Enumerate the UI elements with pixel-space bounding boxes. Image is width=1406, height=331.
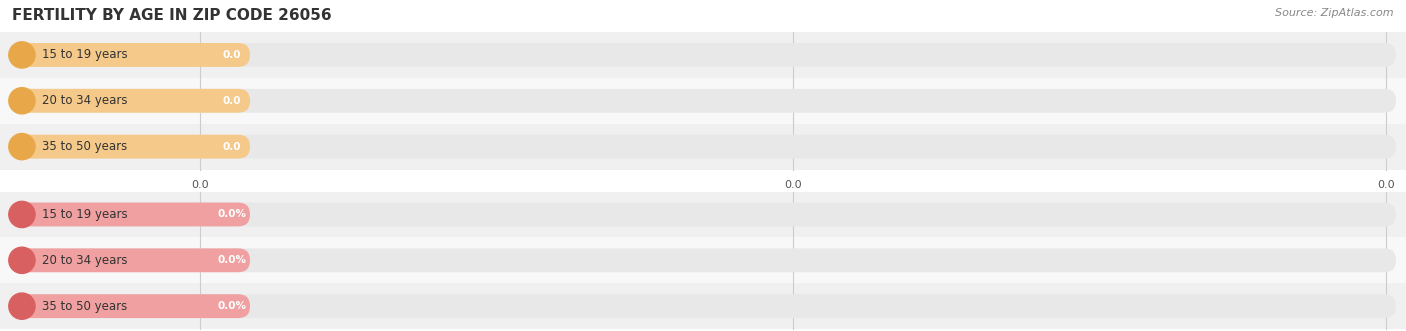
FancyBboxPatch shape: [211, 298, 249, 315]
Text: 20 to 34 years: 20 to 34 years: [42, 254, 128, 267]
FancyBboxPatch shape: [10, 135, 1396, 159]
Circle shape: [8, 293, 35, 319]
FancyBboxPatch shape: [10, 203, 1396, 226]
Text: 0.0: 0.0: [191, 179, 209, 190]
Text: 0.0: 0.0: [222, 142, 242, 152]
Bar: [0, 78, 1406, 124]
FancyBboxPatch shape: [211, 206, 249, 223]
Text: 0.0: 0.0: [222, 50, 242, 60]
Bar: [0, 32, 1406, 78]
Circle shape: [8, 42, 35, 68]
Text: 15 to 19 years: 15 to 19 years: [42, 48, 128, 62]
Text: Source: ZipAtlas.com: Source: ZipAtlas.com: [1275, 8, 1393, 18]
FancyBboxPatch shape: [10, 294, 1396, 318]
Text: 35 to 50 years: 35 to 50 years: [42, 140, 127, 153]
Text: 0.0: 0.0: [785, 179, 801, 190]
Circle shape: [8, 247, 35, 273]
Text: 0.0: 0.0: [222, 96, 242, 106]
Circle shape: [8, 201, 35, 228]
FancyBboxPatch shape: [10, 135, 250, 159]
Circle shape: [8, 88, 35, 114]
FancyBboxPatch shape: [10, 203, 250, 226]
Bar: [0, 192, 1406, 237]
FancyBboxPatch shape: [211, 46, 249, 64]
Text: 0.0: 0.0: [1378, 179, 1395, 190]
FancyBboxPatch shape: [10, 248, 250, 272]
Text: 15 to 19 years: 15 to 19 years: [42, 208, 128, 221]
Circle shape: [8, 133, 35, 160]
Text: FERTILITY BY AGE IN ZIP CODE 26056: FERTILITY BY AGE IN ZIP CODE 26056: [13, 8, 332, 23]
FancyBboxPatch shape: [211, 252, 249, 269]
FancyBboxPatch shape: [10, 294, 250, 318]
FancyBboxPatch shape: [10, 89, 250, 113]
FancyBboxPatch shape: [211, 138, 249, 155]
Text: 0.0%: 0.0%: [218, 255, 246, 265]
Bar: [0, 283, 1406, 329]
Text: 0.0%: 0.0%: [218, 301, 246, 311]
FancyBboxPatch shape: [10, 43, 250, 67]
FancyBboxPatch shape: [10, 89, 1396, 113]
Text: 35 to 50 years: 35 to 50 years: [42, 300, 127, 313]
FancyBboxPatch shape: [10, 43, 1396, 67]
Text: 0.0%: 0.0%: [218, 210, 246, 219]
FancyBboxPatch shape: [10, 248, 1396, 272]
Bar: [0, 124, 1406, 169]
Bar: [0, 237, 1406, 283]
Text: 20 to 34 years: 20 to 34 years: [42, 94, 128, 107]
FancyBboxPatch shape: [211, 92, 249, 109]
